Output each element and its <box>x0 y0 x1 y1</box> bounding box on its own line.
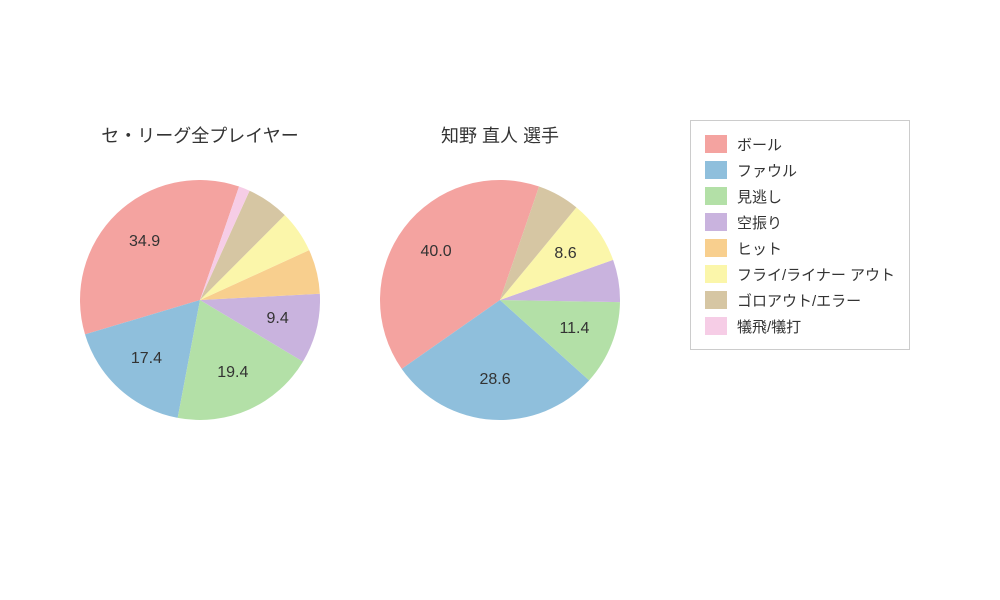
legend-swatch-ball <box>705 135 727 153</box>
legend-item-ball: ボール <box>705 131 895 157</box>
chart-title-player: 知野 直人 選手 <box>441 122 559 148</box>
legend-item-ground_out: ゴロアウト/エラー <box>705 287 895 313</box>
legend-swatch-fly_out <box>705 265 727 283</box>
legend-swatch-ground_out <box>705 291 727 309</box>
legend-label-swing_miss: 空振り <box>737 212 782 233</box>
legend-swatch-hit <box>705 239 727 257</box>
legend-item-sac: 犠飛/犠打 <box>705 313 895 339</box>
legend-item-hit: ヒット <box>705 235 895 261</box>
legend-swatch-look <box>705 187 727 205</box>
legend-label-sac: 犠飛/犠打 <box>737 316 801 337</box>
legend-item-look: 見逃し <box>705 183 895 209</box>
legend-label-hit: ヒット <box>737 238 782 259</box>
pie-player <box>380 180 620 420</box>
legend-swatch-swing_miss <box>705 213 727 231</box>
legend-swatch-foul <box>705 161 727 179</box>
legend-swatch-sac <box>705 317 727 335</box>
legend-label-look: 見逃し <box>737 186 782 207</box>
legend-item-fly_out: フライ/ライナー アウト <box>705 261 895 287</box>
legend-label-fly_out: フライ/ライナー アウト <box>737 264 895 285</box>
legend-item-foul: ファウル <box>705 157 895 183</box>
pie-league <box>80 180 320 420</box>
legend-label-foul: ファウル <box>737 160 797 181</box>
legend-item-swing_miss: 空振り <box>705 209 895 235</box>
chart-title-league: セ・リーグ全プレイヤー <box>101 122 298 148</box>
legend-label-ball: ボール <box>737 134 782 155</box>
legend-label-ground_out: ゴロアウト/エラー <box>737 290 861 311</box>
legend: ボールファウル見逃し空振りヒットフライ/ライナー アウトゴロアウト/エラー犠飛/… <box>690 120 910 350</box>
